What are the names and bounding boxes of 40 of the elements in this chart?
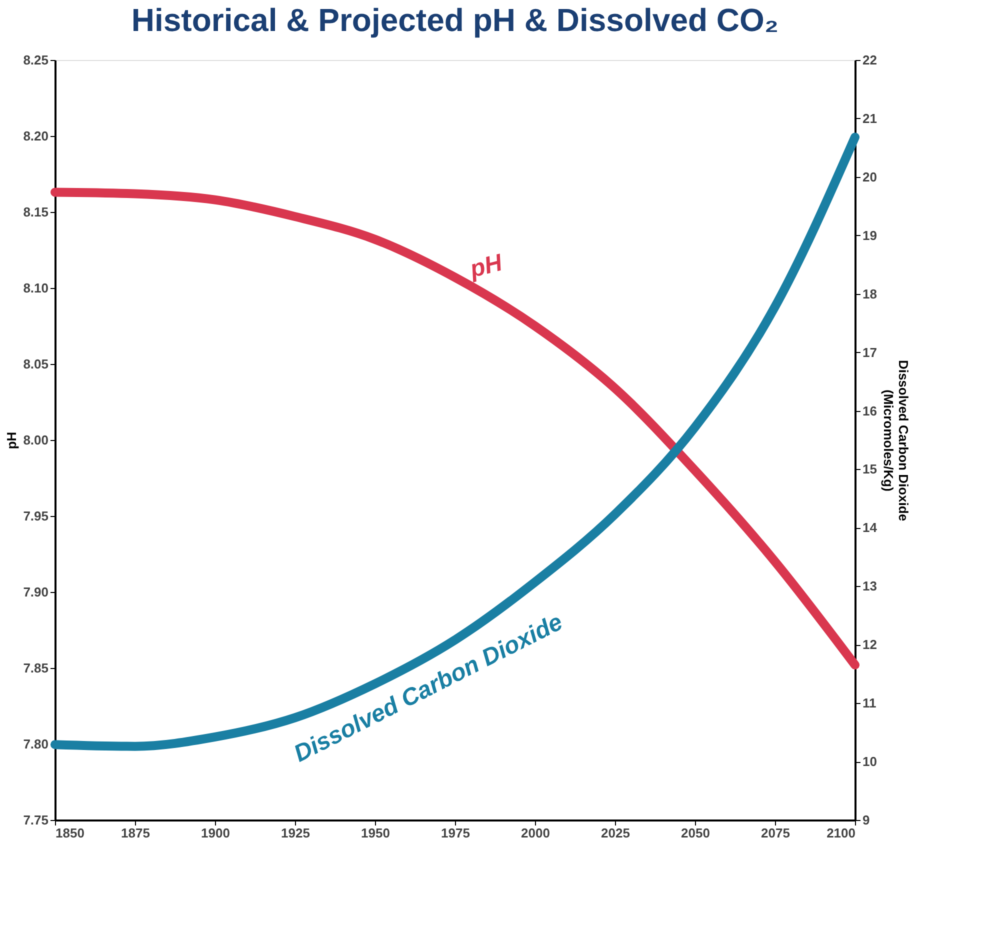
y2-tick-label: 11 [862, 696, 876, 711]
text: pH [466, 249, 506, 284]
x-tick-label: 1900 [201, 826, 230, 840]
x-tick-label: 2050 [681, 826, 710, 840]
x-tick-label: 1850 [56, 826, 84, 840]
y2-tick-label: 10 [862, 754, 877, 770]
y-tick-label: 8.10 [23, 280, 48, 296]
x-tick-label: 2000 [521, 826, 550, 840]
y-tick-label: 7.95 [23, 508, 48, 524]
y-tick-label: 8.05 [23, 356, 48, 372]
y-tick-label: 8.00 [23, 432, 48, 448]
x-tick-label: 1875 [121, 826, 150, 840]
y2-tick-label: 17 [862, 344, 877, 360]
y-tick-label: 8.15 [23, 204, 48, 220]
y2-tick-label: 9 [862, 812, 870, 828]
y2-tick-label: 13 [862, 578, 877, 594]
x-tick-label: 2025 [601, 826, 630, 840]
y2-tick-label: 21 [862, 110, 877, 126]
x-tick-label: 1950 [361, 826, 390, 840]
y2-tick-label: 19 [862, 228, 877, 243]
y-tick-label: 7.80 [23, 736, 48, 752]
y-tick-label: 7.85 [23, 660, 48, 676]
x-tick-label: 1975 [441, 826, 470, 840]
y2-tick-label: 12 [862, 637, 877, 652]
y2-tick-label: 14 [862, 520, 878, 536]
y-tick-label: 7.75 [23, 812, 48, 828]
y-tick-label: 8.25 [23, 52, 48, 68]
y-axis-title: pH [4, 432, 20, 450]
x-tick-label: 1925 [281, 826, 310, 840]
y-tick-label: 8.20 [23, 128, 48, 144]
x-tick-label: 2100 [826, 826, 856, 840]
y2-tick-label: 18 [862, 286, 877, 302]
y2-tick-label: 16 [862, 403, 877, 418]
y2-tick-label: 20 [862, 169, 877, 184]
chart-title: Historical & Projected pH & Dissolved CO₂ [131, 2, 779, 38]
x-tick-label: 2075 [761, 826, 790, 840]
y2-axis-title: Dissolved Carbon Dioxide (Micromoles/Kg) [880, 360, 911, 522]
y2-tick-label: 15 [862, 462, 877, 477]
y2-tick-label: 22 [862, 52, 877, 68]
y-tick-label: 7.90 [23, 584, 48, 600]
